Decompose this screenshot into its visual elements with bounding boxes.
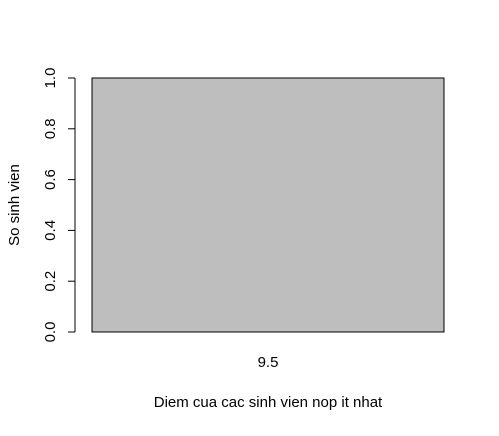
- y-tick-label: 0.8: [42, 118, 59, 139]
- x-tick-label: 9.5: [258, 354, 279, 371]
- bar-0: [91, 77, 445, 333]
- y-tick-label: 1.0: [42, 68, 59, 89]
- x-axis-label: Diem cua cac sinh vien nop it nhat: [154, 394, 383, 411]
- y-tick-label: 0.2: [42, 271, 59, 292]
- y-tick-label: 0.4: [42, 220, 59, 241]
- x-tick-labels: 9.5: [258, 354, 279, 371]
- y-tick-label: 0.0: [42, 322, 59, 343]
- bars-layer: [91, 77, 445, 333]
- y-axis-label: So sinh vien: [6, 164, 23, 246]
- y-axis: 0.0 0.2 0.4 0.6 0.8 1.0: [42, 68, 76, 343]
- y-tick-label: 0.6: [42, 169, 59, 190]
